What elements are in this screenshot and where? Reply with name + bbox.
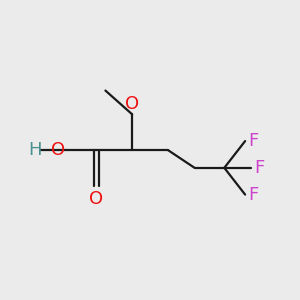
Text: O: O [51, 141, 65, 159]
Text: F: F [249, 186, 259, 204]
Text: F: F [249, 132, 259, 150]
Text: F: F [255, 159, 265, 177]
Text: O: O [89, 190, 103, 208]
Text: O: O [125, 95, 139, 113]
Text: H: H [28, 141, 41, 159]
